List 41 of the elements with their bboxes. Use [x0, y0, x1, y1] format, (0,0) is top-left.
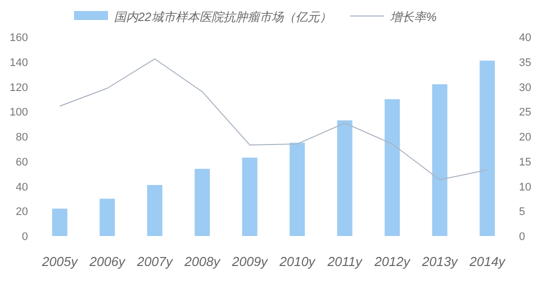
y2-tick-label: 20: [519, 132, 532, 144]
x-tick-label: 2007y: [136, 254, 174, 269]
y-tick-label: 160: [10, 32, 28, 44]
x-tick-label: 2013y: [421, 254, 459, 269]
bar: [290, 142, 305, 236]
y-tick-label: 140: [10, 56, 28, 69]
y2-tick-label: 0: [519, 231, 526, 243]
x-tick-label: 2008y: [184, 254, 222, 269]
x-tick-label: 2012y: [374, 254, 412, 269]
y-tick-label: 0: [22, 231, 28, 243]
bar: [480, 60, 495, 236]
y2-tick-label: 40: [519, 32, 532, 44]
x-tick-label: 2005y: [41, 254, 79, 269]
line-series: [59, 58, 488, 180]
y-tick-label: 20: [16, 206, 28, 218]
bar: [337, 120, 352, 236]
y-tick-label: 60: [16, 156, 28, 168]
y2-tick-label: 10: [519, 181, 532, 194]
bar: [52, 208, 68, 236]
y2-tick-label: 25: [519, 106, 532, 119]
x-tick-label: 2010y: [278, 254, 316, 269]
bar: [242, 158, 258, 236]
y2-tick-label: 35: [519, 56, 532, 69]
y-tick-label: 80: [16, 132, 28, 144]
bar: [432, 84, 448, 236]
y2-tick-label: 30: [519, 82, 532, 94]
bar: [100, 198, 115, 236]
legend-label: 国内22城市样本医院抗肿瘤市场（亿元）: [114, 10, 332, 24]
bar: [194, 168, 210, 236]
bar: [147, 185, 162, 236]
x-tick-label: 2009y: [231, 254, 269, 269]
x-tick-label: 2006y: [88, 254, 126, 269]
bar: [384, 99, 400, 236]
y-tick-label: 40: [16, 181, 28, 194]
legend-label: 增长率%: [390, 10, 437, 24]
y2-tick-label: 5: [519, 206, 526, 218]
y-tick-label: 100: [10, 106, 28, 119]
x-tick-label: 2014y: [468, 254, 506, 269]
y-tick-label: 120: [10, 82, 28, 94]
y2-tick-label: 15: [519, 156, 532, 168]
x-tick-label: 2011y: [326, 254, 364, 269]
